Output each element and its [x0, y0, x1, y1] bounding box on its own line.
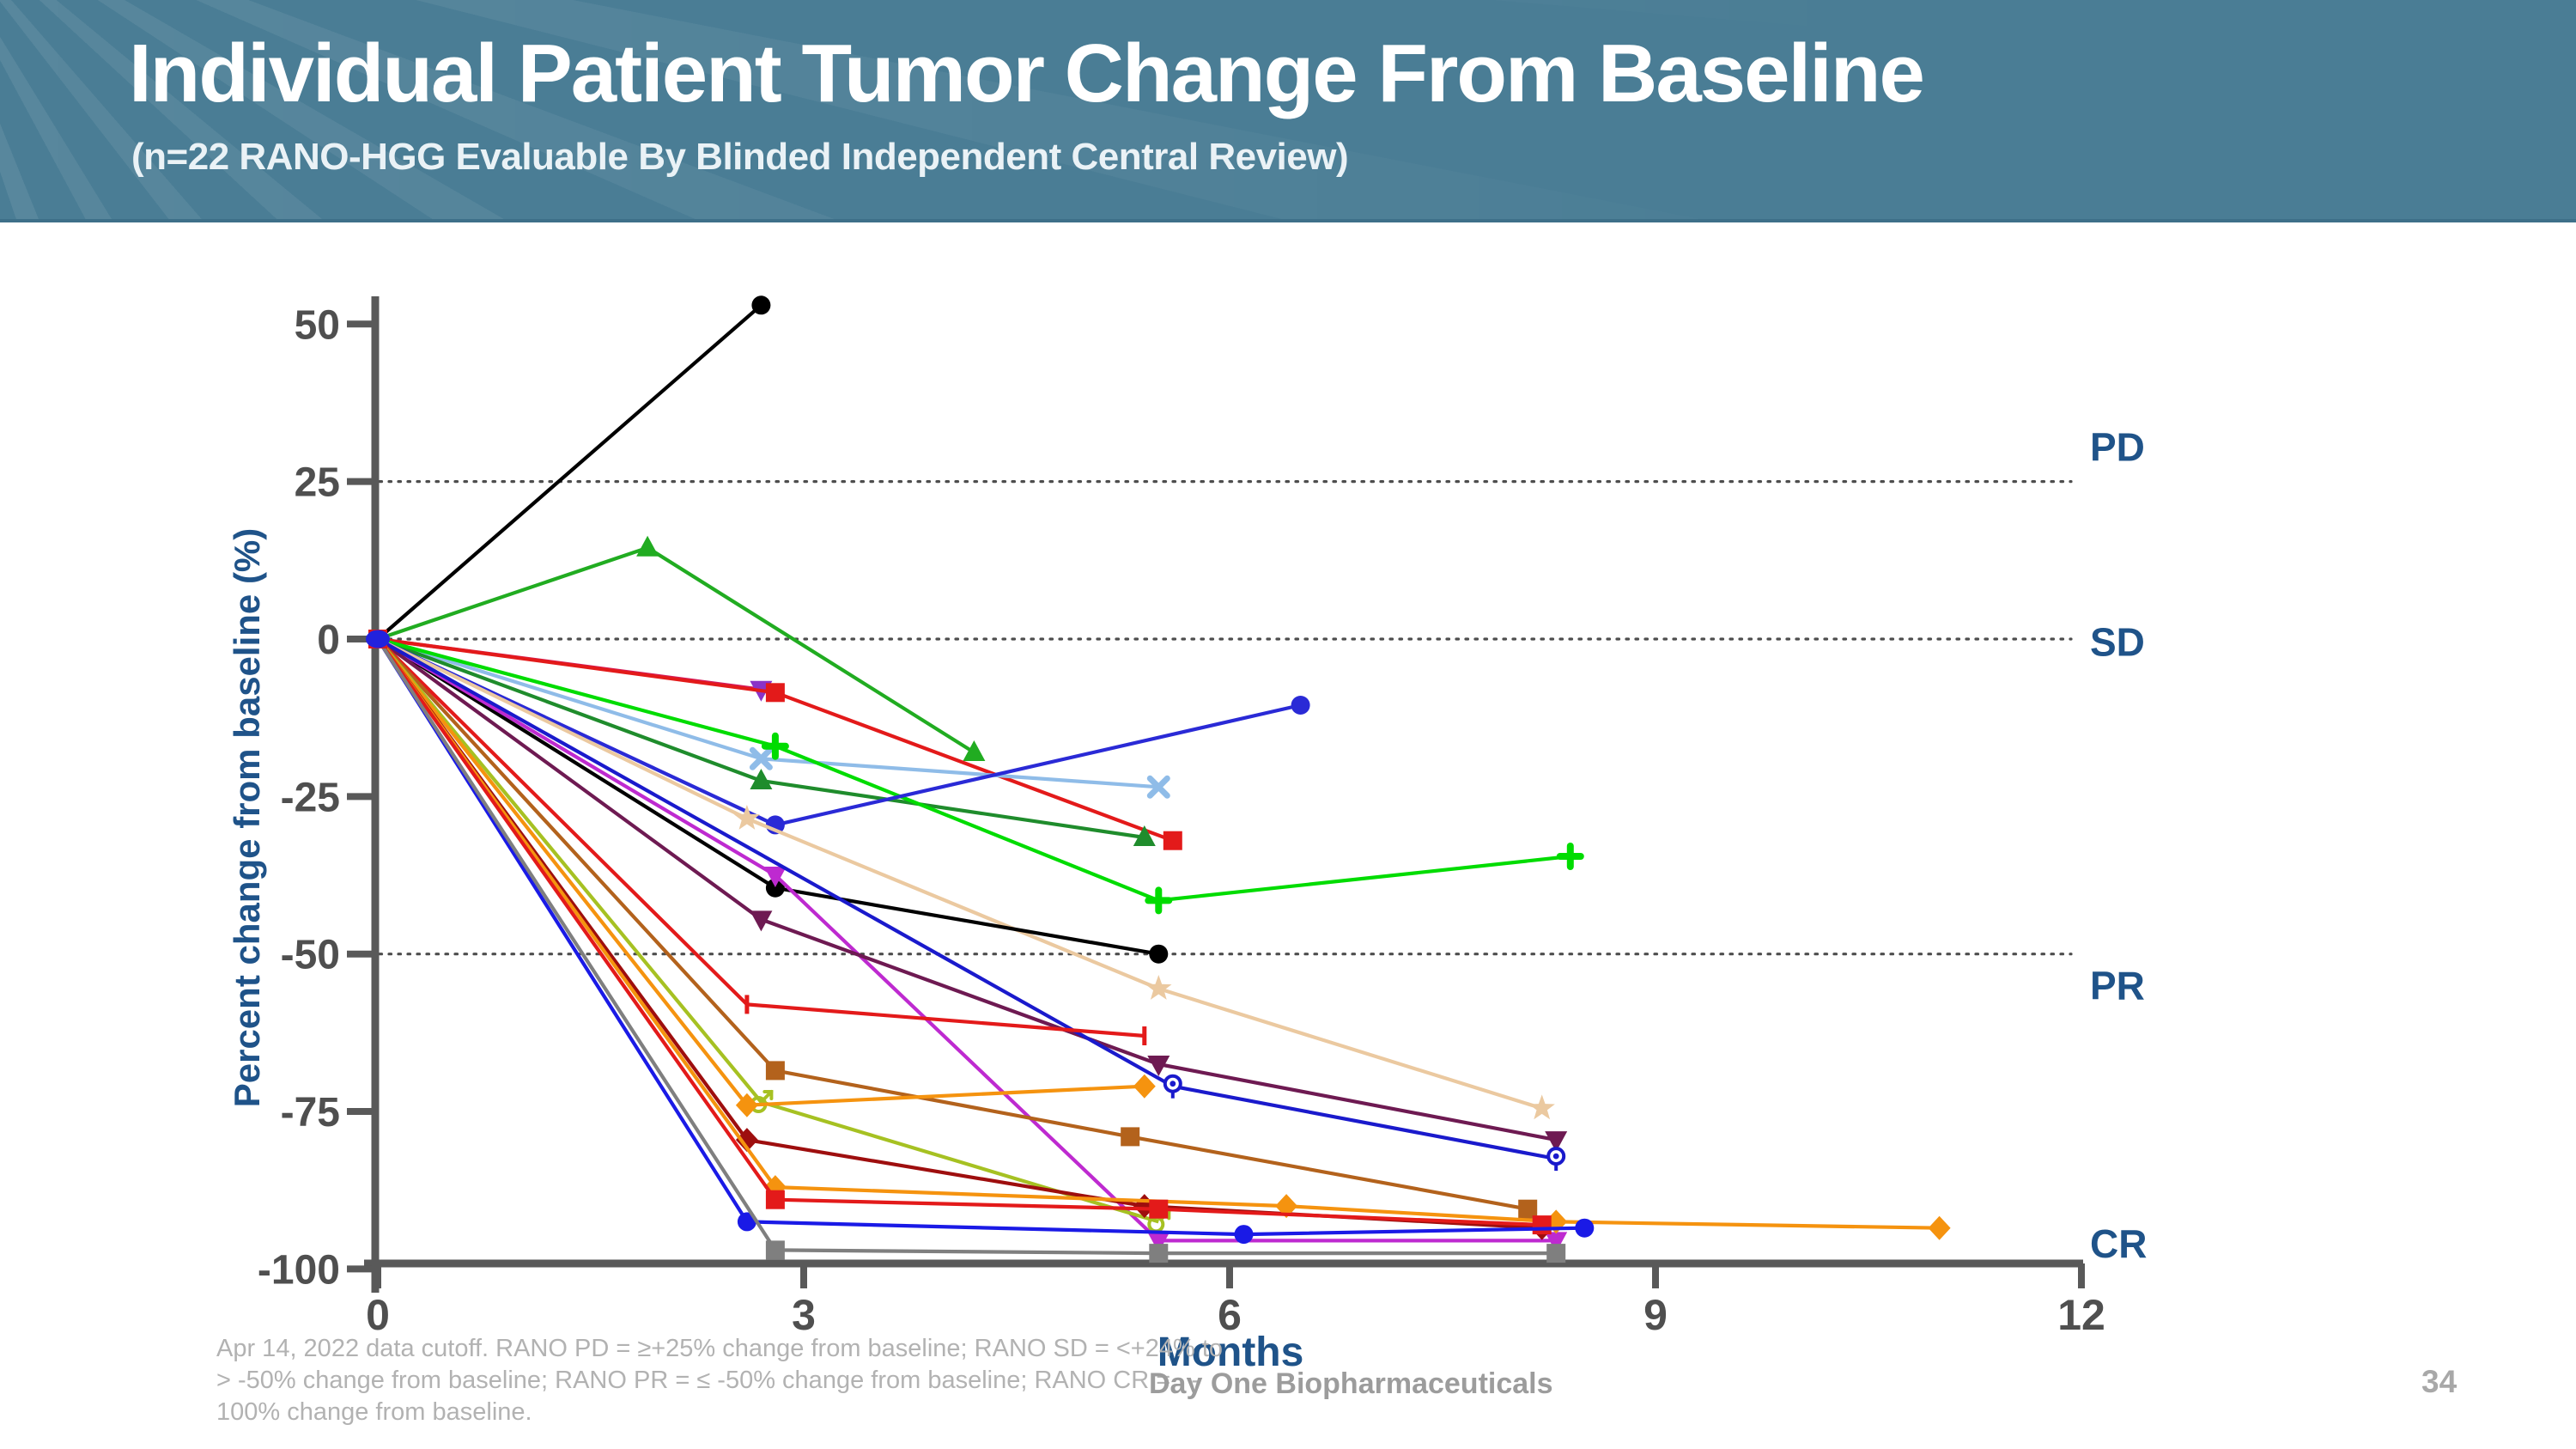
series-marker-patient-6-1	[750, 769, 773, 789]
origin-marker-ellipse	[366, 630, 390, 648]
company-name: Day One Biopharmaceuticals	[1149, 1367, 1553, 1400]
series-marker-patient-5-2	[1146, 775, 1170, 799]
series-marker-patient-21-2	[1234, 1225, 1254, 1245]
x-tick-label: 12	[2057, 1291, 2105, 1339]
series-marker-patient-6-2	[1133, 825, 1156, 846]
series-marker-patient-10-1	[765, 878, 785, 898]
series-marker-patient-11-2	[1147, 1232, 1170, 1253]
series-marker-patient-15-1	[765, 1061, 785, 1081]
series-marker-patient-12-2	[1147, 1056, 1170, 1076]
series-marker-patient-1-1	[751, 295, 771, 315]
series-marker-patient-12-3	[1545, 1131, 1568, 1153]
series-line-patient-15	[376, 637, 1528, 1211]
series-line-patient-13	[376, 637, 1557, 1161]
series-marker-patient-22-3	[1546, 1244, 1566, 1263]
series-marker-patient-8-2	[1291, 696, 1310, 715]
y-tick-label: 50	[295, 302, 340, 348]
slide-header: Individual Patient Tumor Change From Bas…	[0, 0, 2576, 222]
series-marker-patient-7-3	[1556, 843, 1584, 870]
footnote: Apr 14, 2022 data cutoff. RANO PD = ≥+25…	[216, 1333, 1223, 1428]
series-marker-patient-14-2	[1142, 1026, 1147, 1045]
series-marker-patient-20-1	[765, 1190, 785, 1209]
series-marker-patient-2-1	[636, 535, 659, 557]
series-marker-patient-7-1	[761, 732, 789, 760]
page-number: 34	[2421, 1364, 2458, 1399]
series-marker-patient-17-1	[735, 1093, 758, 1117]
series-line-patient-1	[376, 303, 762, 641]
x-axis-title: Months	[1157, 1330, 1304, 1375]
series-marker-patient-9-3	[1528, 1094, 1555, 1120]
series-marker-patient-11-1	[763, 867, 787, 887]
footnote-line: > -50% change from baseline; RANO PR = ≤…	[216, 1367, 1200, 1394]
footnote-line: Apr 14, 2022 data cutoff. RANO PD = ≥+25…	[216, 1335, 1224, 1362]
x-tick-label: 6	[1218, 1291, 1242, 1339]
series-marker-patient-10-2	[1149, 944, 1169, 964]
response-label-SD: SD	[2090, 620, 2145, 665]
series-marker-patient-13-2	[1546, 1147, 1566, 1172]
series-marker-patient-21-3	[1575, 1218, 1595, 1238]
series-marker-patient-5-1	[749, 746, 773, 770]
series-line-patient-9	[377, 637, 1543, 1111]
series-marker-patient-7-2	[1145, 886, 1173, 915]
y-tick-label: -100	[258, 1247, 340, 1293]
series-marker-patient-4-1	[765, 683, 785, 703]
series-marker-patient-2-2	[963, 740, 986, 761]
series-marker-patient-12-1	[750, 910, 773, 932]
x-tick-label: 9	[1643, 1291, 1668, 1339]
series-line-patient-20	[376, 637, 1542, 1227]
series-marker-patient-22-1	[765, 1240, 785, 1260]
series-marker-patient-20-2	[1149, 1199, 1169, 1219]
series-marker-patient-17-2	[1133, 1074, 1156, 1099]
series-marker-patient-9-2	[1145, 975, 1172, 1000]
series-marker-patient-13-1	[1163, 1074, 1182, 1099]
series-marker-patient-18-1	[735, 1128, 758, 1153]
y-tick-label: -50	[281, 933, 340, 978]
x-tick-label: 3	[792, 1291, 816, 1339]
y-tick-label: 25	[295, 460, 340, 506]
response-label-PR: PR	[2090, 963, 2145, 1008]
series-marker-patient-11-3	[1545, 1232, 1568, 1253]
series-line-patient-16	[376, 637, 1159, 1224]
y-tick-label: -25	[281, 775, 340, 820]
y-tick-label: -75	[281, 1090, 340, 1135]
series-line-patient-7	[377, 636, 1571, 903]
series-marker-patient-20-3	[1532, 1215, 1552, 1235]
series-marker-patient-4-2	[1163, 831, 1182, 850]
series-line-patient-12	[376, 637, 1557, 1142]
series-marker-patient-14-1	[744, 995, 750, 1014]
series-marker-patient-19-2	[1275, 1194, 1298, 1219]
series-marker-patient-15-2	[1121, 1127, 1140, 1147]
slide-title: Individual Patient Tumor Change From Bas…	[129, 27, 1925, 119]
series-line-patient-11	[376, 637, 1557, 1243]
response-label-PD: PD	[2090, 424, 2145, 469]
y-axis-title: Percent change from baseline (%)	[227, 528, 267, 1108]
x-tick-label: 0	[366, 1291, 390, 1339]
series-marker-patient-15-3	[1518, 1199, 1538, 1219]
y-tick-label: 0	[317, 618, 340, 663]
slide-subtitle: (n=22 RANO-HGG Evaluable By Blinded Inde…	[131, 136, 1349, 178]
series-marker-patient-9-1	[733, 805, 761, 830]
footnote-line: 100% change from baseline.	[216, 1398, 532, 1426]
series-marker-patient-19-4	[1928, 1215, 1951, 1240]
series-line-patient-22	[376, 637, 1557, 1256]
response-label-CR: CR	[2090, 1221, 2147, 1266]
series-marker-patient-22-2	[1149, 1244, 1169, 1263]
series-line-patient-18	[376, 637, 1542, 1230]
series-line-patient-21	[376, 637, 1585, 1237]
